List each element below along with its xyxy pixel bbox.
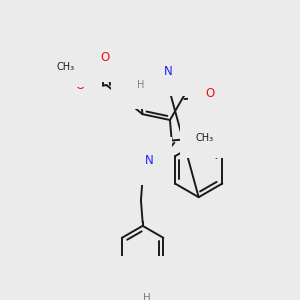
Text: N: N — [145, 154, 154, 167]
Text: N: N — [129, 78, 138, 91]
Text: N: N — [164, 65, 172, 78]
Text: CH₃: CH₃ — [57, 62, 75, 72]
Text: H: H — [137, 80, 144, 89]
Text: O: O — [100, 51, 110, 64]
Text: O: O — [76, 80, 85, 92]
Text: H: H — [143, 292, 151, 300]
Text: O: O — [206, 88, 215, 100]
Text: CH₃: CH₃ — [195, 133, 213, 143]
Text: O: O — [134, 291, 143, 300]
